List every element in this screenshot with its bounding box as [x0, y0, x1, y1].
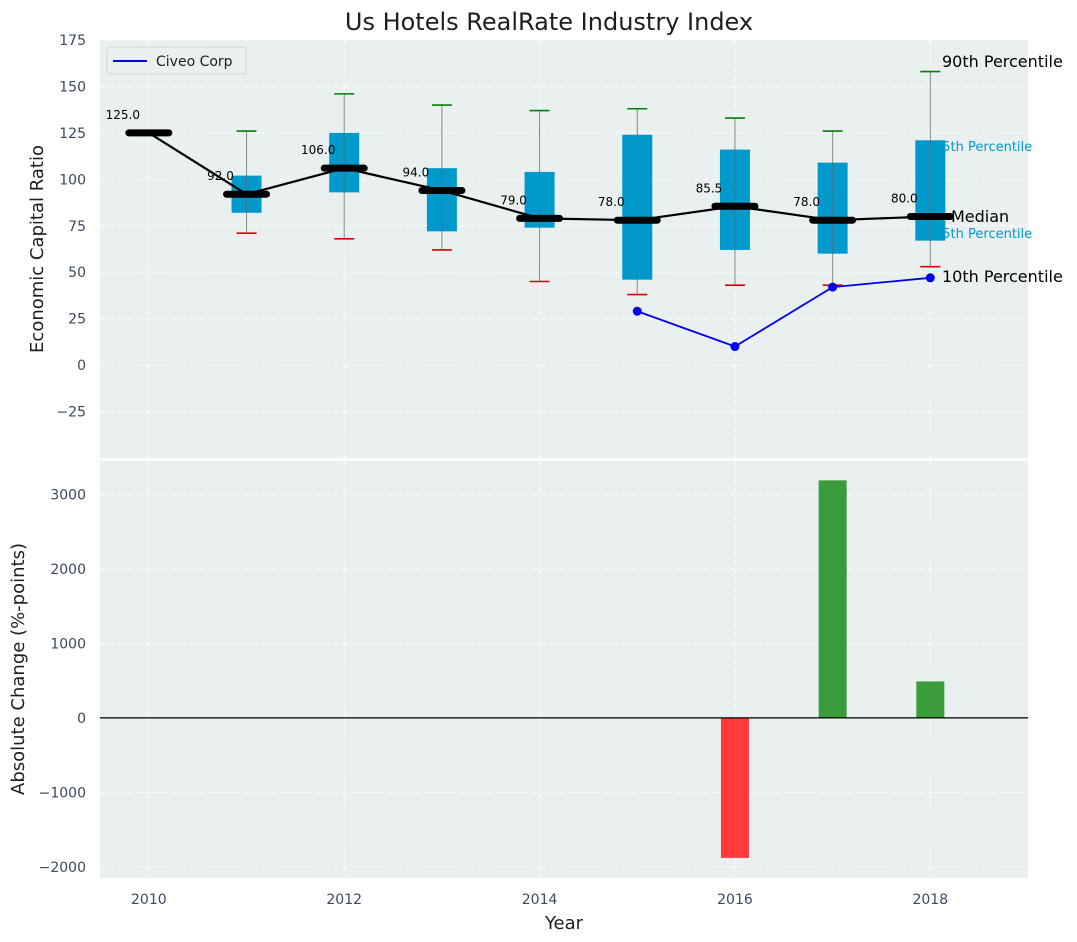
annotation-10th-percentile: 10th Percentile [942, 267, 1063, 286]
top-y-tick-label: 75 [68, 219, 86, 235]
top-panel: −25 0 25 50 75 100 125 150 175 Economic Capital … [27, 33, 1063, 458]
median-value-label: 92.0 [207, 169, 234, 183]
bottom-y-tick-label: −2000 [39, 860, 86, 876]
bottom-y-tick-label: −1000 [39, 785, 86, 801]
bottom-y-tick-label: 2000 [50, 562, 86, 578]
civeo-point [730, 342, 740, 352]
x-tick-label: 2012 [326, 892, 362, 908]
civeo-point [828, 282, 838, 292]
bottom-y-axis-label: Absolute Change (%-points) [8, 543, 29, 795]
top-y-tick-label: 100 [59, 172, 86, 188]
annotation-75th-percentile: 75th Percentile [934, 140, 1032, 155]
top-y-axis-label: Economic Capital Ratio [27, 145, 48, 353]
x-tick-labels: 2010 2012 2014 2016 2018 [131, 892, 948, 908]
top-y-tick-label: 25 [68, 312, 86, 328]
civeo-point [632, 306, 642, 316]
top-y-tick-label: 175 [59, 33, 86, 49]
change-bar [818, 480, 847, 718]
top-y-tick-label: 0 [77, 358, 86, 374]
x-tick-label: 2014 [522, 892, 558, 908]
bottom-y-tick-label: 1000 [50, 636, 86, 652]
bottom-y-tick-label: 0 [77, 711, 86, 727]
change-bars [720, 480, 945, 858]
top-y-tick-label: −25 [56, 405, 86, 421]
median-value-label: 80.0 [891, 191, 918, 205]
legend-label-civeo: Civeo Corp [156, 54, 233, 70]
top-y-tick-label: 125 [59, 126, 86, 142]
chart-title: Us Hotels RealRate Industry Index [345, 8, 753, 36]
bottom-panel-background [100, 461, 1028, 878]
x-tick-label: 2010 [131, 892, 167, 908]
top-gridlines [100, 39, 1028, 458]
x-tick-label: 2018 [912, 892, 948, 908]
median-value-label: 85.5 [696, 181, 723, 195]
civeo-point [925, 273, 935, 283]
civeo-series-line [636, 276, 931, 348]
median-value-label: 78.0 [793, 195, 820, 209]
median-value-label: 78.0 [598, 195, 625, 209]
bottom-y-tick-labels: −2000 −1000 0 1000 2000 3000 [39, 488, 86, 876]
x-tick-label: 2016 [717, 892, 753, 908]
top-y-tick-label: 150 [59, 79, 86, 95]
median-value-label: 94.0 [403, 165, 430, 179]
annotation-25th-percentile: 25th Percentile [934, 227, 1032, 242]
annotation-median: Median [951, 207, 1009, 226]
x-axis-label: Year [544, 913, 584, 934]
change-bar [916, 681, 945, 718]
top-y-tick-label: 50 [68, 265, 86, 281]
bottom-y-tick-label: 3000 [50, 488, 86, 504]
bottom-panel: −2000 −1000 0 1000 2000 3000 2010 2012 2014 2016… [8, 461, 1028, 934]
top-y-tick-labels: −25 0 25 50 75 100 125 150 175 [56, 33, 86, 421]
top-panel-background [100, 40, 1028, 458]
annotation-90th-percentile: 90th Percentile [942, 52, 1063, 71]
box-plot-marks: 125.0 92.0 106.0 94.0 79.0 78.0 85.5 78.0 80.0 [106, 70, 954, 352]
legend-box [106, 46, 247, 75]
legend: Civeo Corp [106, 46, 247, 75]
median-value-label: 106.0 [301, 143, 335, 157]
median-value-label: 125.0 [106, 108, 140, 122]
median-value-label: 79.0 [500, 193, 527, 207]
change-bar [720, 717, 749, 858]
